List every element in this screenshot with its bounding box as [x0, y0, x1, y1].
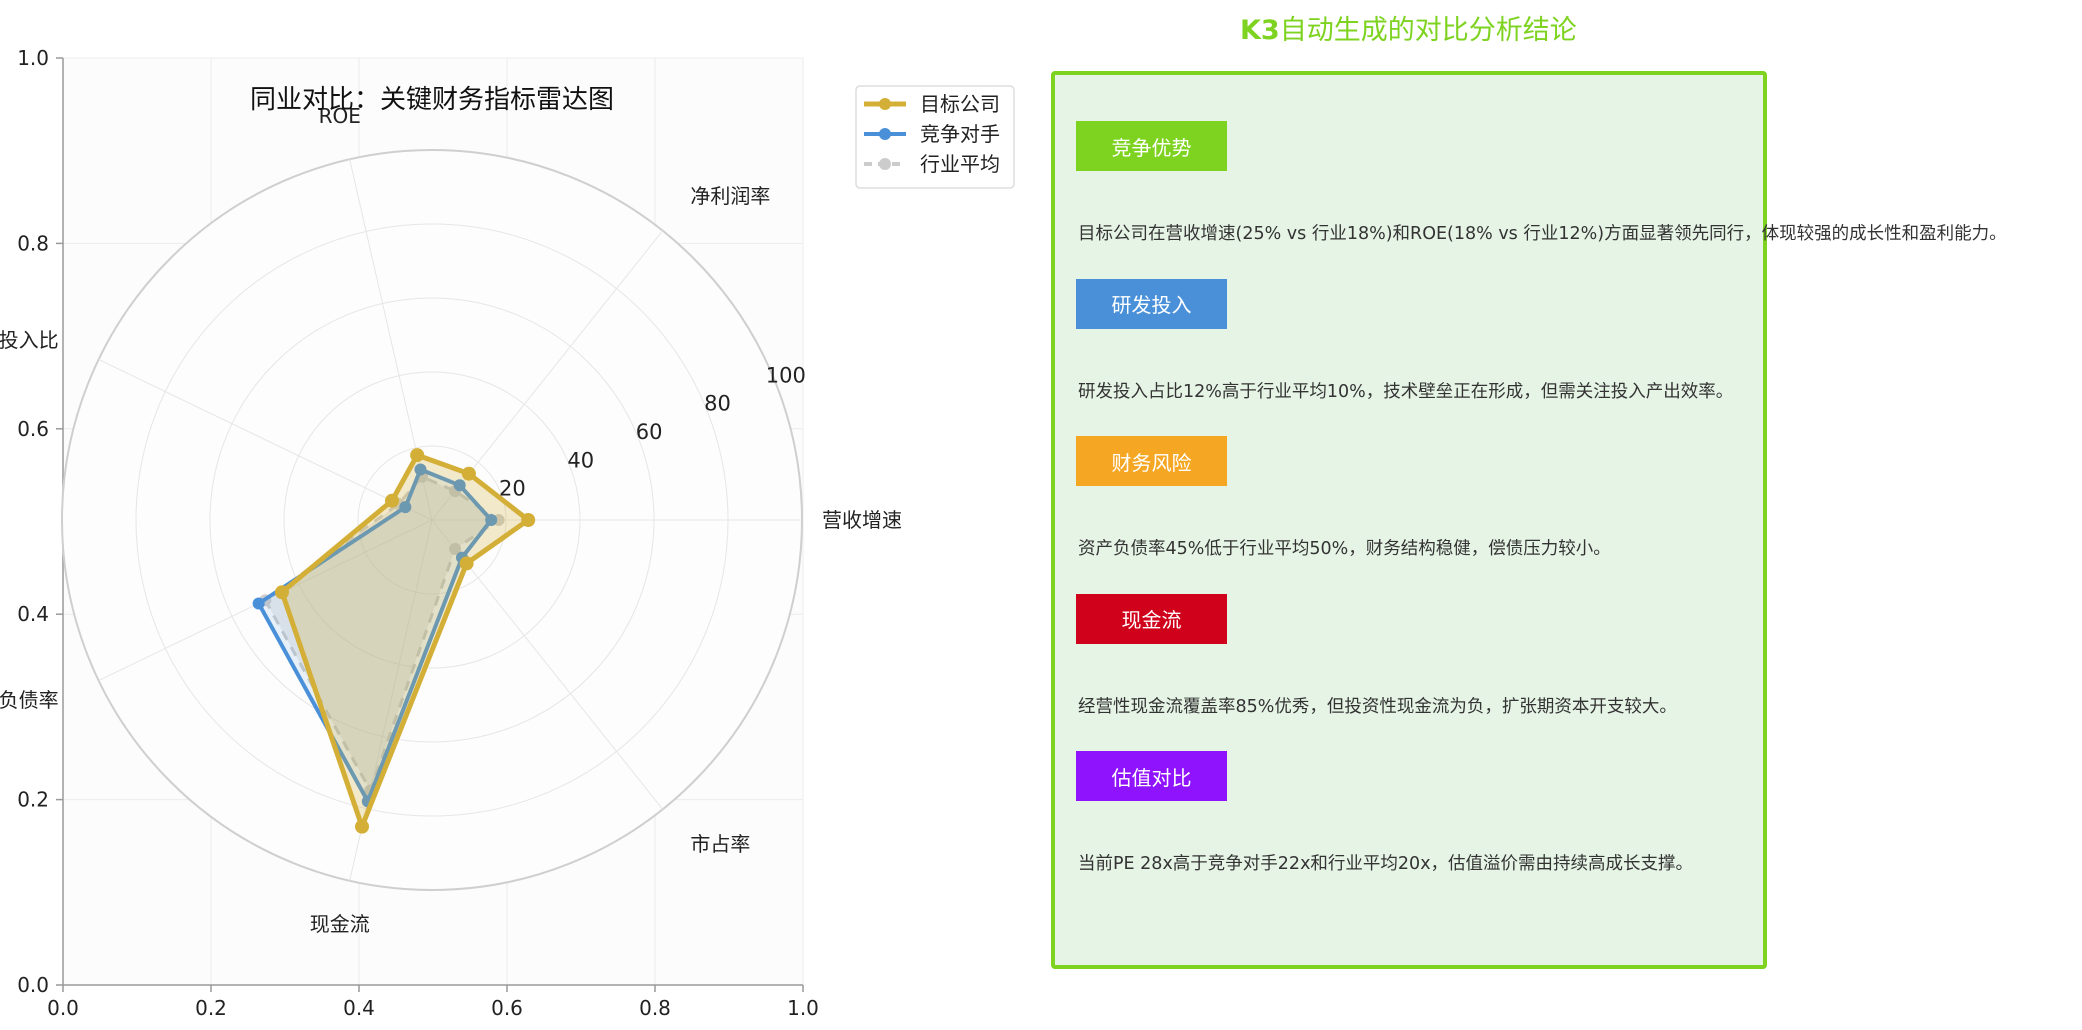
radar-series [252, 448, 536, 834]
category-label: 市占率 [690, 832, 750, 856]
category-label: 资产负债率 [0, 688, 59, 712]
section-tag: 研发投入 [1076, 278, 1227, 329]
series-point [410, 448, 425, 463]
category-label: 研发投入比 [0, 328, 59, 352]
section-tag: 竞争优势 [1076, 121, 1227, 171]
panel-title-prefix: K3 [1240, 15, 1280, 46]
series-point [252, 597, 265, 610]
section-tag: 估值对比 [1076, 751, 1227, 801]
radial-tick-label: 60 [636, 420, 663, 444]
series-point [453, 479, 466, 492]
radial-tick-label: 20 [499, 477, 526, 501]
x-tick-label: 0.2 [195, 996, 227, 1020]
series-point [521, 513, 536, 527]
series-point [449, 542, 462, 555]
radar-labels: 营收增速 净利润率 ROE 研发投入比资产负债率现金流 市占率 20 40 60 80 100 [0, 104, 902, 936]
series-area [265, 476, 499, 791]
y-tick-label: 0.2 [17, 788, 49, 812]
legend-marker [879, 128, 891, 140]
x-tick-label: 0.6 [491, 996, 523, 1020]
legend-label: 目标公司 [920, 92, 1000, 116]
series-point [399, 501, 412, 514]
series-point [355, 819, 370, 834]
legend-marker [879, 98, 891, 110]
category-label: 现金流 [310, 912, 370, 936]
y-tick-label: 0.6 [17, 417, 49, 441]
section-text: 目标公司在营收增速(25% vs 行业18%)和ROE(18% vs 行业12%… [1078, 224, 2007, 244]
conclusion-panel [1051, 71, 1767, 969]
x-tick-label: 0.0 [47, 996, 79, 1020]
series-point [461, 466, 476, 481]
legend-label: 竞争对手 [920, 122, 1000, 146]
y-tick-label: 0.4 [17, 602, 49, 626]
legend-label: 行业平均 [920, 152, 1000, 176]
x-tick-label: 0.4 [343, 996, 375, 1020]
panel-title-rest: 自动生成的对比分析结论 [1279, 15, 1577, 46]
series-point [414, 463, 427, 476]
category-label: 净利润率 [690, 184, 770, 208]
series-line [256, 467, 494, 804]
series-area [258, 469, 492, 802]
series-area [282, 455, 529, 827]
chart-title: 同业对比：关键财务指标雷达图 [250, 85, 614, 115]
series-point [459, 556, 474, 571]
series-point [274, 585, 289, 600]
section-text: 经营性现金流覆盖率85%优秀，但投资性现金流为负，扩张期资本开支较大。 [1078, 696, 1677, 717]
x-tick-label: 1.0 [787, 996, 819, 1020]
section-text: 当前PE 28x高于竞争对手22x和行业平均20x，估值溢价需由持续高成长支撑。 [1078, 854, 1694, 874]
radial-tick-label: 100 [766, 363, 806, 387]
series-line [279, 452, 531, 830]
radial-tick-label: 40 [567, 448, 594, 472]
x-tick-label: 0.8 [639, 996, 671, 1020]
series-point [485, 514, 498, 526]
panel-title: K3自动生成的对比分析结论 [1240, 8, 1577, 47]
section-text: 研发投入占比12%高于行业平均10%，技术壁垒正在形成，但需关注投入产出效率。 [1078, 381, 1734, 402]
section-tag: 现金流 [1076, 593, 1227, 644]
section-text: 资产负债率45%低于行业平均50%，财务结构稳健，偿债压力较小。 [1078, 539, 1611, 559]
series-point [384, 493, 399, 508]
radar-spoke [98, 359, 433, 521]
y-tick-label: 0.8 [17, 231, 49, 255]
y-tick-label: 0.0 [17, 973, 49, 997]
category-label: 营收增速 [822, 508, 902, 532]
legend-marker [879, 158, 891, 170]
radial-tick-label: 80 [704, 392, 731, 416]
radar-chart: 0.0 0.2 0.4 0.6 0.8 1.0 0.0 0.2 0.4 0.6 0.8 1.0 营收增… [0, 46, 1015, 1020]
section-tag: 财务风险 [1076, 436, 1227, 486]
y-tick-label: 1.0 [17, 46, 49, 70]
category-label: ROE [319, 104, 361, 128]
